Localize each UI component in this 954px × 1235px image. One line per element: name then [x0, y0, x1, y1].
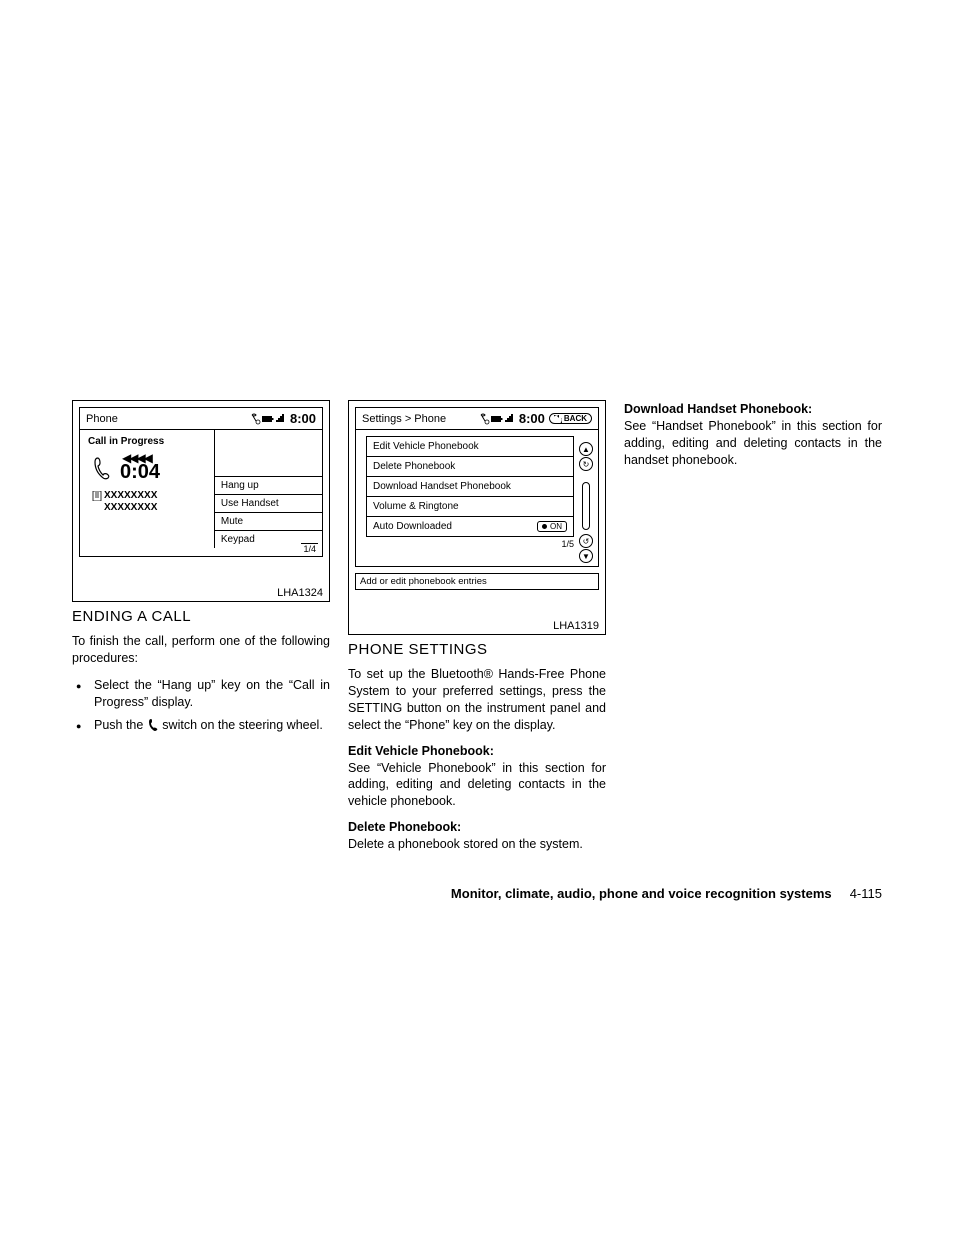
call-options-list: Hang up Use Handset Mute Keypad — [215, 430, 322, 548]
heading-ending-a-call: ENDING A CALL — [72, 608, 330, 625]
column-2: Settings > Phone — [348, 400, 606, 863]
back-button[interactable]: BACK — [549, 413, 592, 424]
phone-switch-icon — [147, 718, 159, 732]
delete-phonebook-text: Delete a phonebook stored on the system. — [348, 836, 606, 853]
step-hang-up: Select the “Hang up” key on the “Call in… — [72, 677, 330, 711]
subhead-download-handset-phonebook: Download Handset Phonebook: — [624, 402, 882, 416]
ending-call-steps: Select the “Hang up” key on the “Call in… — [72, 677, 330, 734]
phone-settings-intro: To set up the Bluetooth® Hands-Free Phon… — [348, 666, 606, 734]
page-columns: Phone 8:00 — [72, 400, 882, 863]
row-volume-ringtone[interactable]: Volume & Ringtone — [367, 497, 573, 517]
contact-line2: XXXXXXXX — [92, 502, 206, 514]
scroll-control-bottom[interactable]: ↺ ▼ — [578, 534, 594, 563]
figure1-code: LHA1324 — [79, 557, 323, 599]
figure-phone-settings: Settings > Phone — [348, 400, 606, 635]
subhead-delete-phonebook: Delete Phonebook: — [348, 820, 606, 834]
scroll-control-top[interactable]: ▲ ↻ — [578, 442, 594, 471]
status-icons — [250, 413, 286, 425]
handset-icon — [92, 455, 114, 481]
hang-up-option[interactable]: Hang up — [215, 477, 322, 495]
row-edit-vehicle-phonebook[interactable]: Edit Vehicle Phonebook — [367, 437, 573, 457]
screen1-title: Phone — [86, 413, 118, 425]
figure-call-in-progress: Phone 8:00 — [72, 400, 330, 602]
edit-vehicle-phonebook-text: See “Vehicle Phonebook” in this section … — [348, 760, 606, 811]
mute-option[interactable]: Mute — [215, 513, 322, 531]
scrollbar-track — [582, 482, 590, 530]
screen2-breadcrumb: Settings > Phone — [362, 413, 446, 425]
figure2-code: LHA1319 — [355, 590, 599, 632]
screen1-clock: 8:00 — [290, 411, 316, 426]
call-timer: 0:04 — [120, 461, 160, 484]
row-download-handset-phonebook[interactable]: Download Handset Phonebook — [367, 477, 573, 497]
footer-page-number: 4-115 — [850, 886, 882, 901]
scroll-up-icon: ▲ — [579, 442, 593, 456]
ending-call-intro: To finish the call, perform one of the f… — [72, 633, 330, 667]
use-handset-option[interactable]: Use Handset — [215, 495, 322, 513]
call-left-panel: Call in Progress ◀◀◀◀ 0:04 — [80, 430, 215, 548]
screen1-page-fraction: 1/4 — [301, 543, 318, 554]
footer-section: Monitor, climate, audio, phone and voice… — [451, 886, 832, 901]
subhead-edit-vehicle-phonebook: Edit Vehicle Phonebook: — [348, 744, 606, 758]
contact-icon — [92, 491, 102, 501]
on-badge: ON — [537, 521, 567, 532]
download-handset-phonebook-text: See “Handset Phonebook” in this section … — [624, 418, 882, 469]
scroll-down-icon: ▼ — [579, 549, 593, 563]
step-push-switch: Push the switch on the steering wheel. — [72, 717, 330, 734]
column-1: Phone 8:00 — [72, 400, 330, 863]
status-icons — [479, 413, 515, 425]
page-footer: Monitor, climate, audio, phone and voice… — [72, 886, 882, 901]
help-bar: Add or edit phonebook entries — [355, 573, 599, 590]
row-delete-phonebook[interactable]: Delete Phonebook — [367, 457, 573, 477]
row-auto-downloaded[interactable]: Auto Downloaded ON — [367, 517, 573, 536]
settings-list: Edit Vehicle Phonebook Delete Phonebook … — [366, 436, 574, 537]
column-3: Download Handset Phonebook: See “Handset… — [624, 400, 882, 863]
call-in-progress-label: Call in Progress — [88, 436, 206, 447]
screen2-page-fraction: 1/5 — [356, 539, 574, 549]
scroll-track-wrap[interactable] — [578, 480, 594, 532]
screen2-clock: 8:00 — [519, 411, 545, 426]
contact-line1: XXXXXXXX — [104, 490, 157, 502]
heading-phone-settings: PHONE SETTINGS — [348, 641, 606, 658]
scroll-cw-icon: ↻ — [579, 457, 593, 471]
screen1-header: Phone 8:00 — [80, 408, 322, 430]
screen2-header: Settings > Phone — [356, 408, 598, 430]
scroll-ccw-icon: ↺ — [579, 534, 593, 548]
